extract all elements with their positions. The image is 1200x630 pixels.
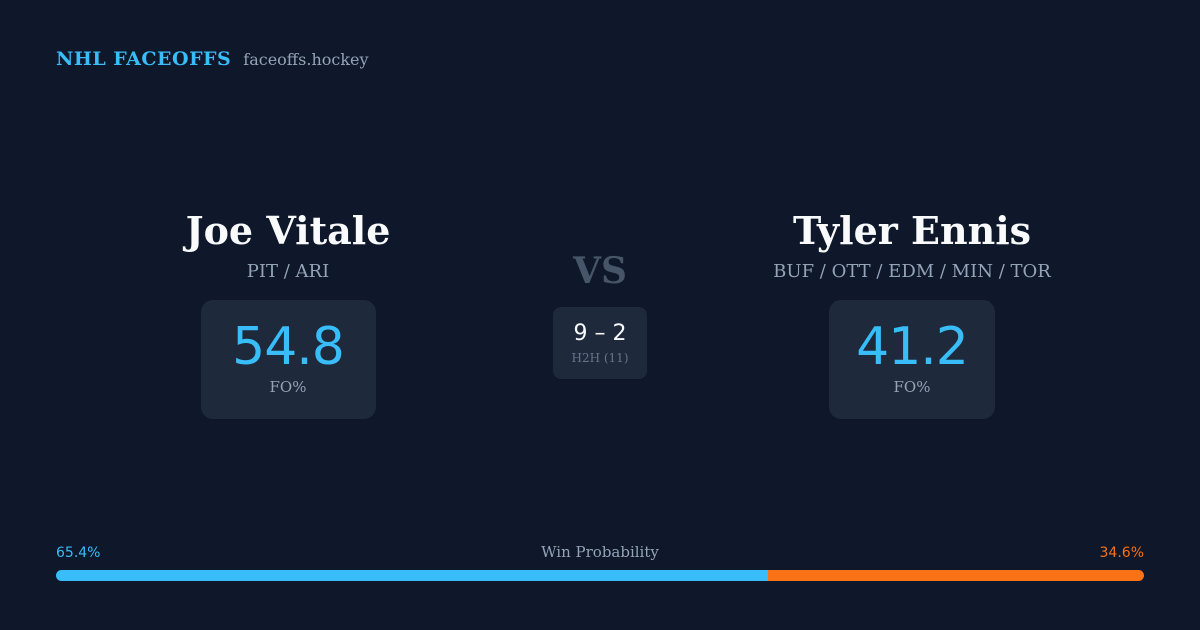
brand: NHL FACEOFFS faceoffs.hockey: [56, 48, 369, 70]
player-left-name: Joe Vitale: [185, 208, 391, 253]
player-left-fo-value: 54.8: [232, 317, 345, 377]
h2h-score: 9 – 2: [573, 321, 627, 346]
vs-label: VS: [573, 250, 627, 292]
win-probability-fill-right: [767, 570, 1144, 581]
h2h-card: 9 – 2 H2H (11): [553, 307, 647, 379]
player-left-stat-card: 54.8 FO%: [200, 300, 376, 419]
player-left-teams: PIT / ARI: [246, 261, 330, 282]
win-probability-right: 34.6%: [1099, 545, 1144, 561]
brand-url[interactable]: faceoffs.hockey: [243, 50, 369, 69]
win-probability-left: 65.4%: [56, 545, 101, 561]
brand-name[interactable]: NHL FACEOFFS: [56, 48, 232, 70]
player-left-fo-label: FO%: [269, 378, 307, 396]
player-right-name: Tyler Ennis: [792, 208, 1032, 253]
h2h-label: H2H (11): [571, 351, 629, 365]
win-probability-title: Win Probability: [541, 543, 659, 561]
player-right: Tyler Ennis BUF / OTT / EDM / MIN / TOR …: [712, 205, 1112, 419]
player-right-teams: BUF / OTT / EDM / MIN / TOR: [773, 261, 1051, 282]
player-right-fo-label: FO%: [893, 378, 931, 396]
player-right-fo-value: 41.2: [856, 317, 969, 377]
win-probability-fill-left: [56, 570, 768, 581]
win-probability-bar: [56, 570, 1144, 581]
player-left: Joe Vitale PIT / ARI 54.8 FO%: [88, 205, 488, 419]
player-right-stat-card: 41.2 FO%: [829, 300, 995, 419]
win-probability-labels: 65.4% Win Probability 34.6%: [56, 543, 1144, 561]
